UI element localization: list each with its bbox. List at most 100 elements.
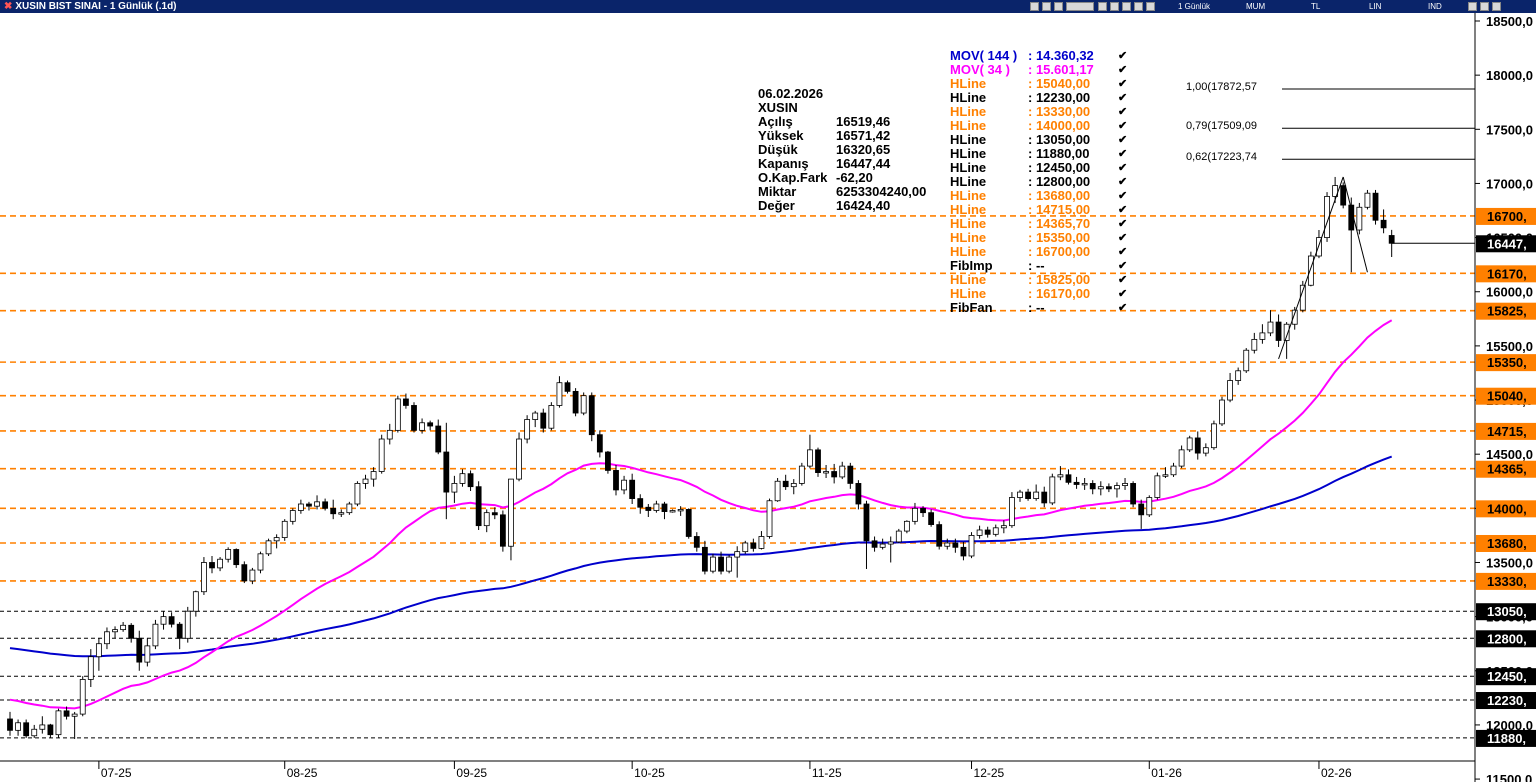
legend-row[interactable]: HLine: 12450,00 ✔ (950, 161, 1130, 175)
candle-body (241, 564, 248, 582)
legend-row[interactable]: HLine: 14000,00 ✔ (950, 119, 1130, 133)
visible-check-icon[interactable]: ✔ (1118, 176, 1128, 188)
visible-check-icon[interactable]: ✔ (1118, 302, 1128, 314)
candle-body (257, 553, 264, 571)
legend-row[interactable]: FibImp: -- ✔ (950, 259, 1130, 273)
candle-body (217, 558, 223, 569)
candle-body (1009, 497, 1015, 527)
visible-check-icon[interactable]: ✔ (1118, 204, 1128, 216)
visible-check-icon[interactable]: ✔ (1118, 288, 1128, 300)
candle-body (354, 483, 361, 505)
legend-row[interactable]: HLine: 15040,00 ✔ (950, 77, 1130, 91)
legend-row[interactable]: HLine: 14365,70 ✔ (950, 217, 1130, 231)
candle-body (588, 395, 595, 436)
price-chart[interactable]: 11500,012000,012500,013000,013500,014000… (0, 13, 1536, 782)
legend-name: HLine (950, 160, 987, 175)
visible-check-icon[interactable]: ✔ (1118, 78, 1128, 90)
toolbar-icon-1[interactable] (1030, 2, 1039, 11)
info-value: 16320,65 (836, 142, 891, 157)
legend-row[interactable]: HLine: 13680,00 ✔ (950, 189, 1130, 203)
candle-body (887, 541, 894, 545)
legend-name: HLine (950, 188, 987, 203)
candle-body (346, 503, 353, 514)
fib-fan-lines (1278, 176, 1368, 360)
close-icon[interactable]: ✖ (4, 1, 13, 12)
toolbar-field[interactable] (1066, 2, 1094, 11)
scale-selector[interactable]: LIN (1369, 2, 1382, 11)
visible-check-icon[interactable]: ✔ (1118, 246, 1128, 258)
toolbar-icon-4[interactable] (1098, 2, 1107, 11)
legend-row[interactable]: HLine: 14715,00 ✔ (950, 203, 1130, 217)
candle-body (451, 483, 458, 493)
visible-check-icon[interactable]: ✔ (1118, 190, 1128, 202)
toolbar-icon-8[interactable] (1146, 2, 1155, 11)
price-badge (1476, 500, 1536, 518)
mode-selector[interactable]: IND (1428, 2, 1442, 11)
candle-body (112, 629, 118, 633)
visible-check-icon[interactable]: ✔ (1118, 92, 1128, 104)
visible-check-icon[interactable]: ✔ (1118, 64, 1128, 76)
legend-name: HLine (950, 90, 987, 105)
toolbar-icon-2[interactable] (1042, 2, 1051, 11)
toolbar-icon-5[interactable] (1110, 2, 1119, 11)
legend-row[interactable]: HLine: 16170,00 ✔ (950, 287, 1130, 301)
visible-check-icon[interactable]: ✔ (1118, 134, 1128, 146)
visible-check-icon[interactable]: ✔ (1118, 232, 1128, 244)
candle-body (15, 722, 21, 731)
legend-row[interactable]: HLine: 16700,00 ✔ (950, 245, 1130, 259)
x-tick-label: 10-25 (634, 766, 665, 780)
price-badge-label: 13330, (1487, 574, 1527, 589)
candle-body (1089, 483, 1096, 490)
legend-row[interactable]: HLine: 12230,00 ✔ (950, 91, 1130, 105)
legend-row[interactable]: HLine: 12800,00 ✔ (950, 175, 1130, 189)
visible-check-icon[interactable]: ✔ (1118, 274, 1128, 286)
candle-body (39, 724, 46, 730)
restore-icon[interactable] (1480, 2, 1489, 11)
legend-row[interactable]: HLine: 13330,00 ✔ (950, 105, 1130, 119)
visible-check-icon[interactable]: ✔ (1118, 148, 1128, 160)
currency-selector[interactable]: TL (1311, 2, 1321, 11)
info-row: Düşük 16320,65 (758, 143, 926, 157)
legend-name: HLine (950, 202, 987, 217)
visible-check-icon[interactable]: ✔ (1118, 162, 1128, 174)
candle-body (742, 542, 749, 553)
candle-body (936, 524, 943, 547)
price-badge (1476, 387, 1536, 405)
toolbar-icon-3[interactable] (1054, 2, 1063, 11)
toolbar-icon-6[interactable] (1122, 2, 1131, 11)
close-window-icon[interactable] (1492, 2, 1501, 11)
legend-row[interactable]: HLine: 15350,00 ✔ (950, 231, 1130, 245)
title-text: XUSIN BIST SINAI - 1 Günlük (.1d) (15, 1, 177, 12)
legend-row[interactable]: HLine: 15825,00 ✔ (950, 273, 1130, 287)
candle-body (831, 471, 838, 478)
info-row: Miktar 6253304240,00 (758, 185, 926, 199)
style-selector[interactable]: MUM (1246, 2, 1266, 11)
candle-body (249, 569, 256, 582)
legend-name: HLine (950, 244, 987, 259)
legend-row[interactable]: MOV( 34 ): 15.601,17 ✔ (950, 63, 1130, 77)
legend-value: : -- (1028, 258, 1045, 273)
candle-body (23, 722, 30, 737)
candle-body (71, 713, 78, 717)
legend-row[interactable]: HLine: 13050,00 ✔ (950, 133, 1130, 147)
legend-row[interactable]: FibFan: -- ✔ (950, 301, 1130, 315)
legend-row[interactable]: HLine: 11880,00 ✔ (950, 147, 1130, 161)
candle-body (273, 537, 280, 542)
info-date: 06.02.2026 (758, 86, 824, 101)
minimize-icon[interactable] (1468, 2, 1477, 11)
visible-check-icon[interactable]: ✔ (1118, 106, 1128, 118)
visible-check-icon[interactable]: ✔ (1118, 260, 1128, 272)
candle-body (605, 451, 611, 471)
candle-body (87, 656, 94, 680)
visible-check-icon[interactable]: ✔ (1118, 120, 1128, 132)
candle-body (1130, 483, 1137, 505)
visible-check-icon[interactable]: ✔ (1118, 50, 1128, 62)
period-selector[interactable]: 1 Günlük (1178, 2, 1211, 11)
toolbar-icon-7[interactable] (1134, 2, 1143, 11)
x-tick-label: 08-25 (287, 766, 318, 780)
candle-body (1332, 185, 1339, 197)
visible-check-icon[interactable]: ✔ (1118, 218, 1128, 230)
legend-row[interactable]: MOV( 144 ): 14.360,32 ✔ (950, 49, 1130, 63)
candle-body (1194, 437, 1201, 454)
candle-body (192, 591, 199, 612)
